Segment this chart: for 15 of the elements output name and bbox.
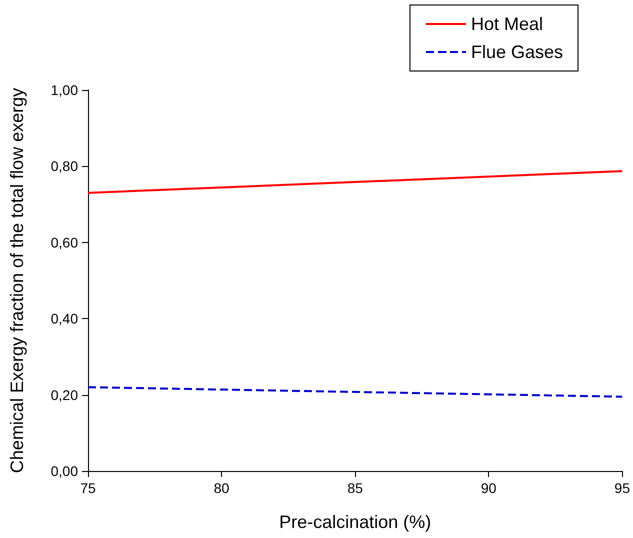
x-tick-label: 95 (614, 480, 630, 496)
y-tick-label: 1,00 (50, 82, 78, 98)
x-tick-label: 80 (214, 480, 230, 496)
y-tick-label: 0,00 (50, 463, 78, 479)
y-tick-label: 0,20 (50, 386, 78, 403)
x-axis-title: Pre-calcination (%) (279, 512, 432, 532)
y-tick-label: 0,80 (50, 158, 78, 174)
y-tick-label: 0,40 (50, 310, 78, 327)
y-axis-title: Chemical Exergy fraction of the total flow exergy (7, 88, 27, 474)
y-tick-label: 0,60 (50, 234, 78, 250)
legend-label: Flue Gases (470, 42, 564, 62)
x-tick-label: 90 (480, 480, 497, 496)
x-tick-label: 85 (347, 480, 364, 496)
legend-label: Hot Meal (470, 14, 543, 34)
x-tick-label: 75 (80, 480, 96, 496)
